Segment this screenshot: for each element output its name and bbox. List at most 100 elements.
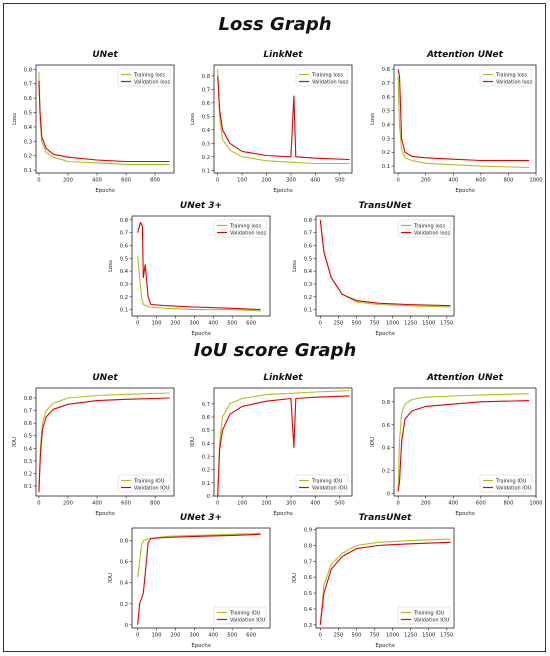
legend-label: Training loss	[311, 72, 343, 78]
x-axis-label: Epochs	[375, 643, 395, 649]
chart-iou-linknet: LinkNet 0 100 200 300 400 500 0 0.1 0.2 0.3 0.4 0.5 0…	[190, 373, 353, 517]
legend-label: Validation loss	[496, 79, 532, 85]
y-tick-label: 0.1	[24, 484, 32, 490]
y-tick-label: 0	[387, 492, 390, 498]
x-tick-label: 0	[136, 633, 139, 639]
plot-area	[213, 64, 353, 174]
y-tick-label: 0.7	[24, 409, 32, 415]
y-axis-label: IOU	[370, 437, 376, 447]
legend-label: Validation IOU	[134, 485, 170, 491]
x-tick-label: 0	[136, 321, 139, 327]
y-tick-label: 0.2	[202, 155, 210, 161]
y-tick-label: 0.1	[202, 481, 210, 487]
y-tick-label: 0.7	[202, 87, 210, 93]
y-tick-label: 0.3	[202, 454, 210, 460]
chart-title: UNet 3+	[180, 513, 222, 523]
x-tick-label: 800	[503, 178, 513, 184]
chart-title: LinkNet	[263, 50, 303, 60]
x-tick-label: 800	[150, 178, 160, 184]
y-tick-label: 0.7	[382, 81, 390, 87]
y-tick-label: 0.1	[304, 308, 312, 314]
plot-area	[393, 64, 537, 174]
x-tick-label: 400	[208, 321, 218, 327]
x-tick-label: 100	[152, 633, 162, 639]
y-tick-label: 0.8	[382, 400, 390, 406]
chart-title: UNet	[92, 373, 118, 383]
y-tick-label: 0.5	[304, 256, 312, 262]
y-tick-label: 0.7	[24, 82, 32, 88]
legend-label: Validation loss	[230, 230, 266, 236]
y-tick-label: 0.2	[382, 469, 390, 475]
x-tick-label: 800	[503, 501, 513, 507]
legend-label: Training IOU	[229, 610, 261, 616]
chart-title: TransUNet	[359, 513, 412, 523]
y-tick-label: 0.6	[304, 575, 312, 581]
x-tick-label: 100	[152, 321, 162, 327]
x-tick-label: 300	[189, 633, 199, 639]
y-tick-label: 0.4	[304, 607, 313, 613]
series-line-training	[397, 76, 530, 169]
x-tick-label: 400	[310, 501, 320, 507]
x-tick-label: 600	[121, 501, 131, 507]
chart-iou-unet3plus: UNet 3+ 0 100 200 300 400 500 600 0 0.2 0.4 0.6 0.8 E…	[108, 513, 271, 649]
x-tick-label: 200	[421, 178, 431, 184]
y-tick-label: 0.8	[24, 67, 32, 73]
x-tick-label: 600	[121, 178, 131, 184]
chart-title: UNet	[92, 50, 118, 60]
y-tick-label: 0.3	[304, 623, 312, 629]
y-tick-label: 0.5	[304, 591, 312, 597]
y-tick-label: 0.3	[120, 282, 128, 288]
plot-area	[131, 215, 271, 317]
x-tick-label: 400	[448, 501, 458, 507]
legend-label: Validation loss	[312, 79, 348, 85]
x-tick-label: 1250	[404, 633, 417, 639]
y-tick-label: 0.7	[120, 231, 128, 237]
x-axis-label: Epochs	[455, 188, 475, 194]
y-tick-label: 0.9	[304, 528, 312, 534]
legend-label: Validation IOU	[496, 485, 532, 491]
x-tick-label: 1500	[422, 321, 435, 327]
x-tick-label: 600	[476, 178, 486, 184]
y-tick-label: 0.6	[24, 96, 32, 102]
y-tick-label: 0.1	[120, 308, 128, 314]
y-tick-label: 0.2	[120, 602, 128, 608]
chart-title: TransUNet	[359, 201, 412, 211]
y-tick-label: 0.1	[202, 168, 210, 174]
y-tick-label: 0.5	[24, 111, 32, 117]
x-tick-label: 600	[476, 501, 486, 507]
legend-label: Validation IOU	[414, 617, 450, 623]
y-axis-label: Loss	[12, 113, 18, 125]
series-line-training	[217, 68, 350, 165]
plot-area	[35, 387, 175, 497]
y-tick-label: 0.4	[24, 125, 33, 131]
plot-area	[35, 64, 175, 174]
y-tick-label: 0.2	[202, 468, 210, 474]
y-axis-label: IOU	[292, 573, 298, 583]
iou-section-title: IoU score Graph	[193, 340, 357, 361]
y-tick-label: 0.5	[24, 434, 32, 440]
figure-frame	[3, 3, 546, 652]
chart-loss-linknet: LinkNet 0 100 200 300 400 500 0.1 0.2 0.3 0.4 0.5 0.…	[190, 50, 353, 194]
x-tick-label: 1000	[386, 633, 399, 639]
chart-title: LinkNet	[263, 373, 303, 383]
y-tick-label: 0.8	[120, 539, 128, 545]
y-tick-label: 0.4	[304, 269, 313, 275]
series-line-validation	[397, 69, 530, 162]
series-line-validation	[137, 533, 261, 625]
x-tick-label: 500	[335, 178, 345, 184]
y-tick-label: 0.2	[120, 295, 128, 301]
x-tick-label: 0	[216, 178, 219, 184]
x-tick-label: 1750	[440, 321, 453, 327]
y-tick-label: 0.8	[24, 396, 32, 402]
y-tick-label: 0.6	[382, 423, 390, 429]
x-tick-label: 300	[286, 501, 296, 507]
x-tick-label: 400	[92, 178, 102, 184]
legend-label: Training loss	[495, 72, 527, 78]
y-axis-label: Loss	[190, 113, 196, 125]
